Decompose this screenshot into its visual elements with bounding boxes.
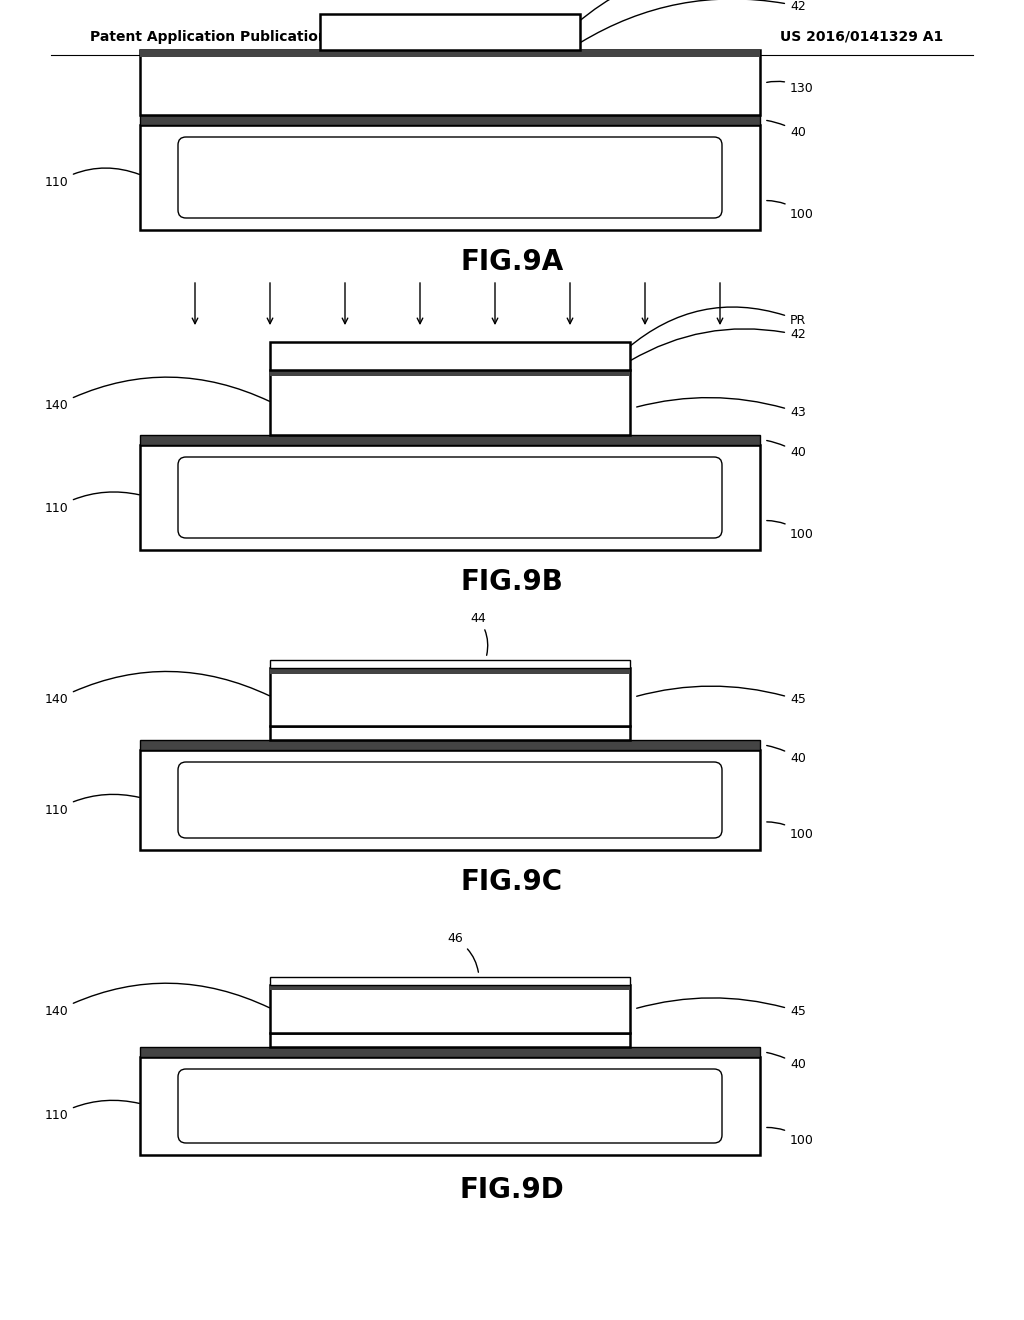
Text: 140: 140 <box>44 672 269 706</box>
Text: PR: PR <box>627 308 806 348</box>
Text: 110: 110 <box>44 168 139 189</box>
Text: 43: 43 <box>637 397 806 418</box>
Bar <box>270 726 630 741</box>
Text: US 2016/0141329 A1: US 2016/0141329 A1 <box>780 30 943 44</box>
FancyBboxPatch shape <box>178 457 722 539</box>
Bar <box>270 660 630 668</box>
Bar <box>270 342 630 370</box>
Text: 42: 42 <box>581 0 806 42</box>
Text: FIG.9D: FIG.9D <box>460 1176 564 1204</box>
Text: 45: 45 <box>637 998 806 1018</box>
Bar <box>270 977 630 985</box>
Text: 140: 140 <box>44 983 269 1018</box>
Text: 40: 40 <box>767 120 806 139</box>
Text: PR: PR <box>578 0 806 22</box>
Bar <box>140 436 760 445</box>
Bar <box>140 741 760 750</box>
Text: 110: 110 <box>44 492 139 515</box>
Bar <box>140 125 760 230</box>
Text: FIG.9C: FIG.9C <box>461 869 563 896</box>
Bar <box>140 115 760 125</box>
Text: 130: 130 <box>767 82 814 95</box>
Text: 100: 100 <box>767 201 814 220</box>
Text: FIG.9B: FIG.9B <box>461 568 563 597</box>
Text: 40: 40 <box>767 441 806 459</box>
Text: 45: 45 <box>637 686 806 706</box>
Bar <box>319 15 580 50</box>
Text: 40: 40 <box>767 1052 806 1072</box>
FancyBboxPatch shape <box>178 1069 722 1143</box>
FancyBboxPatch shape <box>178 762 722 838</box>
Bar <box>140 445 760 550</box>
Text: 42: 42 <box>631 329 806 360</box>
Text: 110: 110 <box>44 795 139 817</box>
Text: Patent Application Publication: Patent Application Publication <box>90 30 328 44</box>
Bar <box>270 985 630 990</box>
Text: 46: 46 <box>447 932 478 973</box>
Bar <box>270 985 630 1034</box>
Bar <box>270 370 630 376</box>
Bar <box>270 370 630 436</box>
Text: 44: 44 <box>470 611 487 655</box>
Text: 100: 100 <box>767 520 814 541</box>
Bar <box>140 750 760 850</box>
Text: 40: 40 <box>767 746 806 764</box>
Bar <box>140 1057 760 1155</box>
Bar <box>270 668 630 675</box>
Bar <box>140 1047 760 1057</box>
Text: 140: 140 <box>44 378 269 412</box>
FancyBboxPatch shape <box>178 137 722 218</box>
Bar <box>140 50 760 115</box>
Text: FIG.9A: FIG.9A <box>461 248 563 276</box>
Bar <box>270 668 630 726</box>
Text: 100: 100 <box>767 1127 814 1147</box>
Bar <box>270 1034 630 1047</box>
Text: May 19, 2016  Sheet 14 of 30: May 19, 2016 Sheet 14 of 30 <box>326 30 555 44</box>
Text: 100: 100 <box>767 822 814 842</box>
Text: 110: 110 <box>44 1101 139 1122</box>
Bar <box>140 50 760 57</box>
